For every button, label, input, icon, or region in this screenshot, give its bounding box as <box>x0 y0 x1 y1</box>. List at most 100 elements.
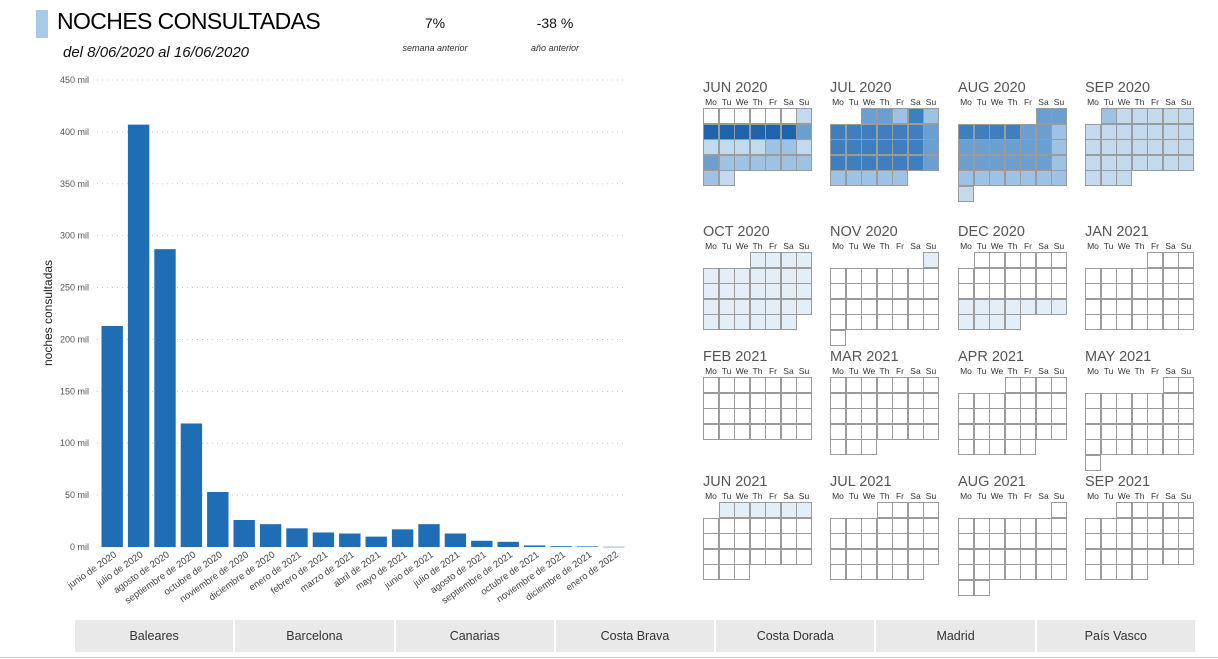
calendar-day-cell <box>1085 298 1101 315</box>
calendar-day-cell <box>1178 548 1194 565</box>
calendar-day-cell <box>1162 298 1179 315</box>
calendar-day-cell <box>796 154 812 171</box>
calendar-day-cell <box>1085 564 1101 580</box>
day-label: We <box>862 241 876 251</box>
day-label: Th <box>1134 241 1145 251</box>
calendar-day-cell <box>958 548 974 565</box>
day-label: Su <box>1053 241 1065 251</box>
calendar-day-cell <box>876 564 893 580</box>
calendar-day-cell <box>907 548 924 565</box>
calendar-day-cell <box>749 267 766 284</box>
calendar-day-cell <box>796 108 812 124</box>
day-label: Tu <box>976 366 987 376</box>
calendar-month-title: JUL 2021 <box>830 474 892 490</box>
calendar-day-cell <box>892 267 908 284</box>
calendar-day-cell <box>734 108 750 124</box>
day-label: Su <box>1180 491 1192 501</box>
slicer-madrid-button[interactable]: Madrid <box>876 620 1037 652</box>
calendar-day-cell <box>734 392 750 409</box>
calendar-day-cell <box>1100 517 1117 534</box>
calendar-day-cell <box>923 283 939 299</box>
calendar-day-cell <box>973 392 990 409</box>
calendar-day-cell <box>1051 170 1067 186</box>
slicer-barcelona-button[interactable]: Barcelona <box>235 620 396 652</box>
calendar-day-cell <box>1051 139 1067 155</box>
calendar-day-cell <box>876 423 893 440</box>
slicer-costa-brava-button[interactable]: Costa Brava <box>555 620 717 652</box>
calendar-day-cell <box>845 314 862 330</box>
calendar-day-cell <box>1085 439 1101 455</box>
calendar-day-cell <box>1035 170 1052 186</box>
calendar-day-cell <box>780 517 797 534</box>
calendar-day-cell <box>1162 283 1179 299</box>
calendar-day-cell <box>734 314 750 330</box>
calendar-month-title: MAR 2021 <box>830 349 899 365</box>
bar <box>603 546 625 548</box>
bar <box>180 423 203 547</box>
calendar-day-cell <box>765 423 781 440</box>
slicer-canarias-button[interactable]: Canarias <box>395 620 556 652</box>
slicer-baleares-button[interactable]: Baleares <box>75 620 236 652</box>
calendar-day-cell <box>830 408 846 424</box>
calendar-day-cell <box>876 533 893 549</box>
bar <box>259 524 282 547</box>
day-label: Th <box>879 97 890 107</box>
y-tick-label: 300 mil <box>60 231 89 241</box>
day-label: Su <box>798 491 810 501</box>
calendar-day-cell <box>718 392 735 409</box>
calendar-day-cell <box>1085 170 1101 186</box>
bar <box>391 529 414 547</box>
calendar-day-cell <box>907 298 924 315</box>
bar <box>339 533 361 547</box>
calendar-day-cell <box>1100 423 1117 440</box>
calendar-day-cell <box>830 392 846 409</box>
calendar-day-cell <box>1035 252 1052 268</box>
calendar-day-cell <box>1162 392 1179 409</box>
calendar-day-cell <box>1004 139 1021 155</box>
calendar-day-cell <box>1020 298 1036 315</box>
day-label: Fr <box>1150 241 1160 251</box>
calendar-day-cell <box>845 377 862 393</box>
calendar-day-cell <box>923 392 939 409</box>
day-label: Tu <box>1103 241 1114 251</box>
calendar-day-cell <box>876 108 893 124</box>
calendar-day-cell <box>1085 423 1101 440</box>
calendar-day-cell <box>861 564 877 580</box>
y-tick-label: 400 mil <box>60 127 89 137</box>
bar <box>497 541 519 547</box>
calendar-day-cell <box>989 267 1005 284</box>
calendar-day-cell <box>892 108 908 124</box>
calendar-day-cell <box>1020 123 1036 140</box>
day-label: Tu <box>976 241 987 251</box>
calendar-day-cell <box>1004 408 1021 424</box>
day-label: Fr <box>1023 491 1033 501</box>
calendar-day-cell <box>1051 423 1067 440</box>
day-label: Sa <box>1165 491 1176 501</box>
calendar-day-cell <box>1162 267 1179 284</box>
calendar-day-cell <box>718 408 735 424</box>
calendar-day-cell <box>830 314 846 330</box>
day-label: Su <box>798 97 810 107</box>
day-label: Su <box>1180 366 1192 376</box>
calendar-day-cell <box>734 502 750 518</box>
day-label: We <box>990 97 1004 107</box>
calendar-day-cell <box>1035 533 1052 549</box>
calendar-day-cell <box>1116 283 1132 299</box>
calendar-day-cell <box>765 252 781 268</box>
calendar-day-cell <box>1051 408 1067 424</box>
y-tick-label: 350 mil <box>60 179 89 189</box>
slicer-costa-dorada-button[interactable]: Costa Dorada <box>716 620 877 652</box>
day-label: Su <box>925 97 937 107</box>
calendar-day-cell <box>1116 423 1132 440</box>
calendar-day-cell <box>1085 283 1101 299</box>
slicer-pais-vasco-button[interactable]: País Vasco <box>1036 620 1195 652</box>
day-label: Mo <box>832 366 844 376</box>
calendar-day-cell <box>718 123 735 140</box>
day-label: Tu <box>721 366 732 376</box>
calendar-day-cell <box>1085 517 1101 534</box>
calendar-day-cell <box>780 314 797 330</box>
calendar-day-cell <box>845 267 862 284</box>
calendar-day-cell <box>1020 170 1036 186</box>
calendar-day-cell <box>718 108 735 124</box>
calendar-day-cell <box>892 170 908 186</box>
